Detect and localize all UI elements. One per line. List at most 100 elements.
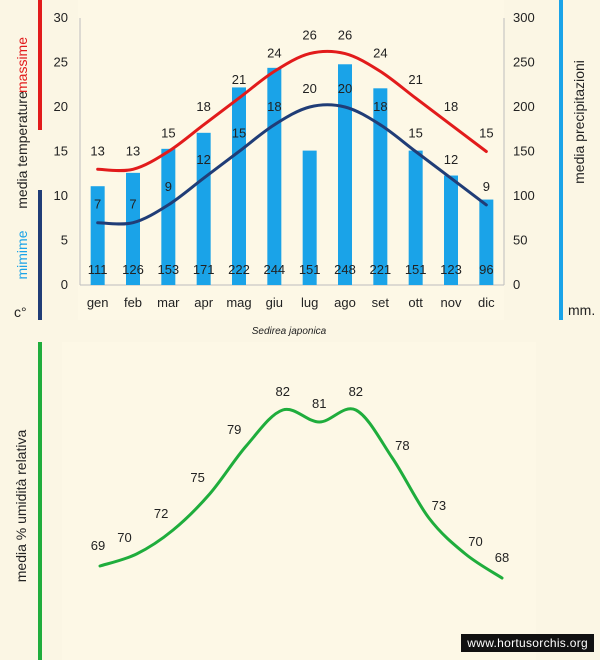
month-label: ago [334,295,356,310]
humidity-value-label: 81 [312,396,326,411]
min-temp-label: 20 [338,81,352,96]
humidity-value-label: 79 [227,422,241,437]
max-temp-label: 24 [373,45,387,60]
left-axis-ticks: 0 5 10 15 20 25 30 [54,10,68,292]
min-temp-label: 18 [373,99,387,114]
humidity-line [98,407,504,580]
humidity-value-label: 68 [495,550,509,565]
top-chart-panel [78,0,504,320]
humidity-curve [98,407,504,580]
left-axis-tick: 30 [54,10,68,25]
precip-value-label: 126 [122,262,144,277]
max-temp-label: 15 [161,126,175,141]
precip-bar [161,148,176,285]
month-label: feb [124,295,142,310]
chart-title: Sedirea japonica [252,326,327,337]
humidity-value-label: 70 [117,530,131,545]
month-label: mag [226,295,251,310]
category-labels: gen feb mar apr mag giu lug ago set ott nov dic [87,295,495,310]
min-temp-label: 15 [232,126,246,141]
right-axis-ticks: 0 50 100 150 200 250 300 [513,10,535,292]
min-temp-label: 15 [408,126,422,141]
humidity-value-label: 82 [349,384,363,399]
month-label: set [372,295,390,310]
precip-bar [302,150,317,285]
top-chart-axes [79,18,505,286]
humidity-value-label: 70 [468,534,482,549]
left-axis-title: media temperature [14,91,30,209]
left-axis-tick: 5 [61,233,68,248]
precip-bar [444,175,458,285]
min-temp-label: 9 [165,179,172,194]
month-label: gen [87,295,109,310]
humidity-value-label: 72 [154,506,168,521]
min-temp-label: 7 [129,197,136,212]
month-label: giu [266,295,283,310]
precip-bar [408,150,423,285]
right-axis-tick: 0 [513,277,520,292]
right-axis-tick: 150 [513,144,535,159]
watermark: www.hortusorchis.org [461,634,594,652]
precip-bar [196,132,211,285]
min-temp-label: 9 [483,179,490,194]
precip-value-label: 96 [479,262,493,277]
precip-bar [338,64,352,285]
left-axis-unit: c° [14,304,27,320]
right-axis-tick: 50 [513,233,527,248]
month-label: dic [478,295,495,310]
right-axis-tick: 200 [513,99,535,114]
humidity-value-label: 78 [395,438,409,453]
month-label: mar [157,295,180,310]
right-axis-unit: mm. [568,302,595,318]
month-label: ott [408,295,423,310]
precip-value-label: 153 [157,262,179,277]
max-temp-label: 26 [302,28,316,43]
left-axis-title-max: massime [14,37,30,93]
left-axis-tick: 25 [54,55,68,70]
humidity-labels: 69 70 72 75 79 82 81 82 78 73 70 68 [91,384,509,565]
month-label: lug [301,295,318,310]
bottom-chart-panel [62,342,536,660]
precip-value-label: 222 [228,262,250,277]
month-label: nov [441,295,462,310]
min-temp-label: 7 [94,197,101,212]
max-temp-label: 18 [444,99,458,114]
precip-bar [90,186,105,285]
temperature-lines [96,49,488,226]
max-temp-label: 26 [338,28,352,43]
humidity-axis-title: media % umidità relativa [13,430,29,583]
left-axis-tick: 0 [61,277,68,292]
right-axis-tick: 250 [513,55,535,70]
min-temp-label: 12 [196,152,210,167]
max-temp-label: 13 [90,143,104,158]
precip-value-label: 248 [334,262,356,277]
max-temp-label: 24 [267,45,281,60]
precip-bar [373,88,388,285]
precip-bars [90,64,494,285]
precip-value-label: 171 [193,262,215,277]
min-temp-label: 20 [302,81,316,96]
max-temp-label: 21 [408,72,422,87]
max-temp-label: 15 [479,126,493,141]
precip-bar-labels: 111 126 153 171 222 244 151 248 221 151 123 96 [88,262,494,277]
precip-value-label: 244 [263,262,285,277]
min-temp-label: 12 [444,152,458,167]
left-axis-tick: 10 [54,188,68,203]
month-label: apr [194,295,213,310]
min-temp-line [96,103,488,226]
precip-value-label: 221 [369,262,391,277]
max-temp-line [96,49,488,173]
max-temp-label: 21 [232,72,246,87]
right-axis-title: media precipitazioni [571,60,587,184]
left-axis-tick: 15 [54,144,68,159]
precip-value-label: 123 [440,262,462,277]
precip-value-label: 151 [299,262,321,277]
min-temp-label: 18 [267,99,281,114]
humidity-value-label: 69 [91,538,105,553]
precip-value-label: 151 [405,262,427,277]
humidity-value-label: 75 [190,470,204,485]
precip-value-label: 111 [88,262,108,277]
temperature-labels: 13 13 15 18 21 24 26 26 24 21 18 15 7 7 9 12 15 18 20 20 18 1… [90,28,493,212]
left-axis-title-min: mimime [14,230,30,279]
